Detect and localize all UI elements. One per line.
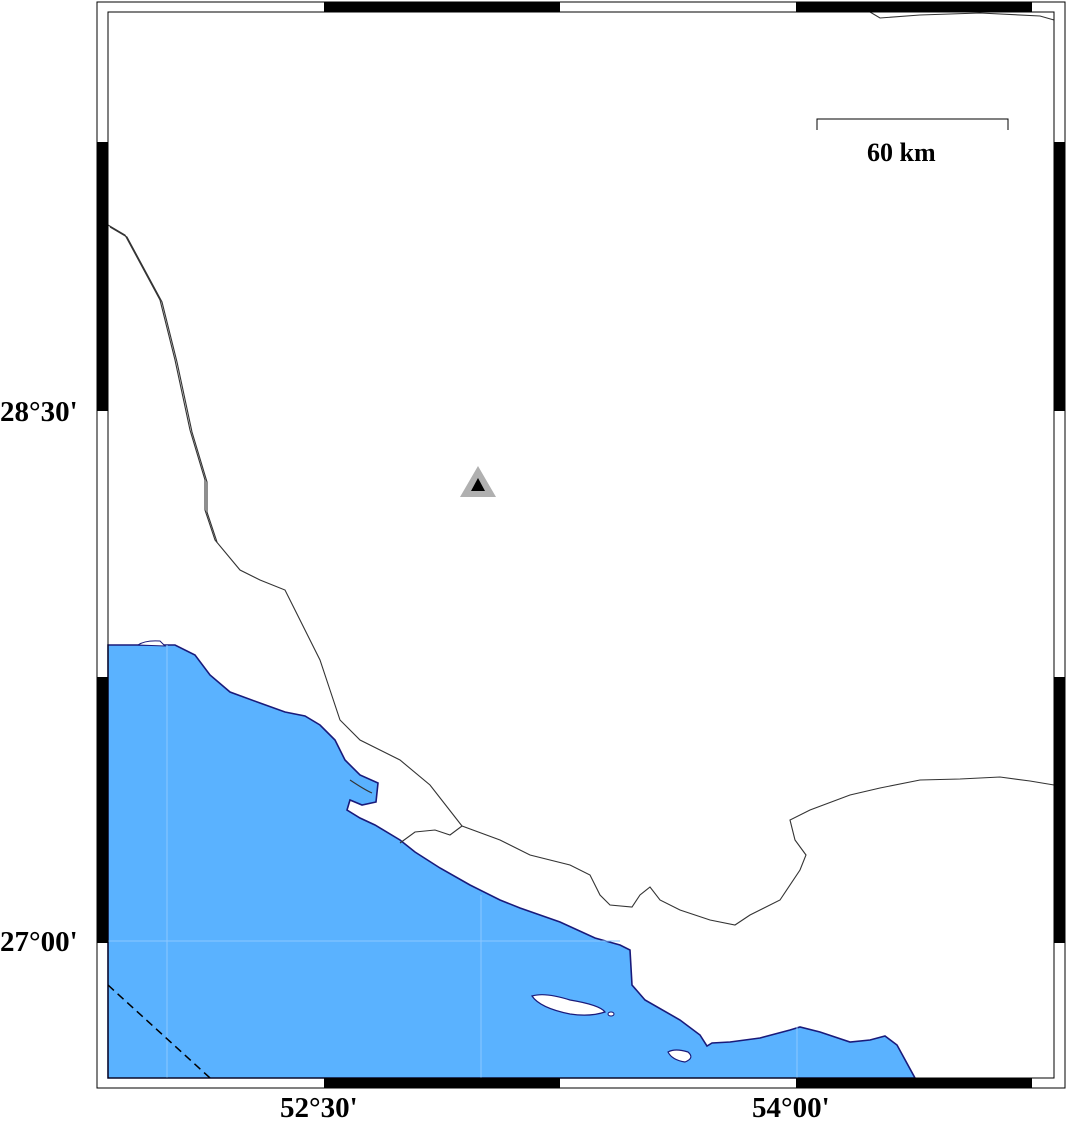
triangle-station-icon [460,466,496,497]
map-frame [96,1,1066,1089]
scale-bar-label: 60 km [867,138,936,167]
lat-label-27-00: 27°00' [0,926,78,958]
island [531,994,606,1016]
sea-area [107,644,917,1079]
lon-label-52-30: 52°30' [280,1092,358,1124]
graticule [108,645,798,1078]
political-borders [107,11,1055,926]
lat-label-28-30: 28°30' [0,396,78,428]
scale-bar [816,118,1009,130]
lon-label-54-00: 54°00' [752,1092,830,1124]
maritime-boundary [107,984,211,1079]
island [607,1011,615,1017]
island [136,640,167,647]
island [667,1049,692,1063]
